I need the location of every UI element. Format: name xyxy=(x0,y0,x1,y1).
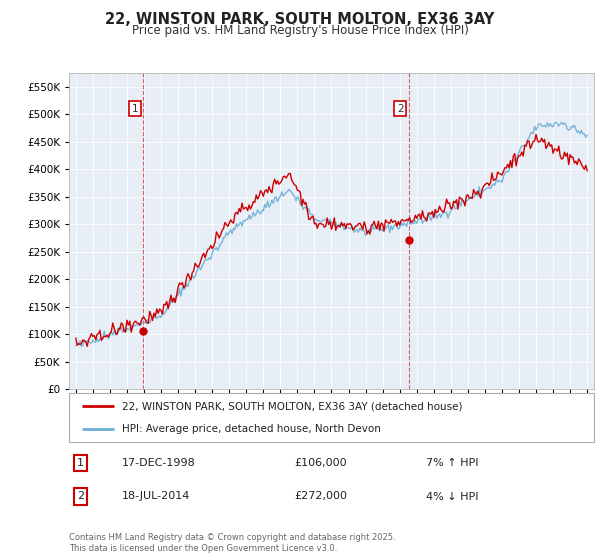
Text: 7% ↑ HPI: 7% ↑ HPI xyxy=(426,458,479,468)
Text: HPI: Average price, detached house, North Devon: HPI: Average price, detached house, Nort… xyxy=(121,424,380,434)
Text: £272,000: £272,000 xyxy=(295,492,348,502)
Text: 4% ↓ HPI: 4% ↓ HPI xyxy=(426,492,479,502)
Text: Price paid vs. HM Land Registry's House Price Index (HPI): Price paid vs. HM Land Registry's House … xyxy=(131,24,469,36)
Text: 17-DEC-1998: 17-DEC-1998 xyxy=(121,458,195,468)
Text: Contains HM Land Registry data © Crown copyright and database right 2025.
This d: Contains HM Land Registry data © Crown c… xyxy=(69,533,395,553)
Text: £106,000: £106,000 xyxy=(295,458,347,468)
Text: 2: 2 xyxy=(77,492,84,502)
Text: 18-JUL-2014: 18-JUL-2014 xyxy=(121,492,190,502)
Text: 2: 2 xyxy=(397,104,404,114)
Text: 1: 1 xyxy=(77,458,84,468)
Text: 1: 1 xyxy=(131,104,138,114)
Text: 22, WINSTON PARK, SOUTH MOLTON, EX36 3AY (detached house): 22, WINSTON PARK, SOUTH MOLTON, EX36 3AY… xyxy=(121,402,462,412)
Text: 22, WINSTON PARK, SOUTH MOLTON, EX36 3AY: 22, WINSTON PARK, SOUTH MOLTON, EX36 3AY xyxy=(106,12,494,27)
